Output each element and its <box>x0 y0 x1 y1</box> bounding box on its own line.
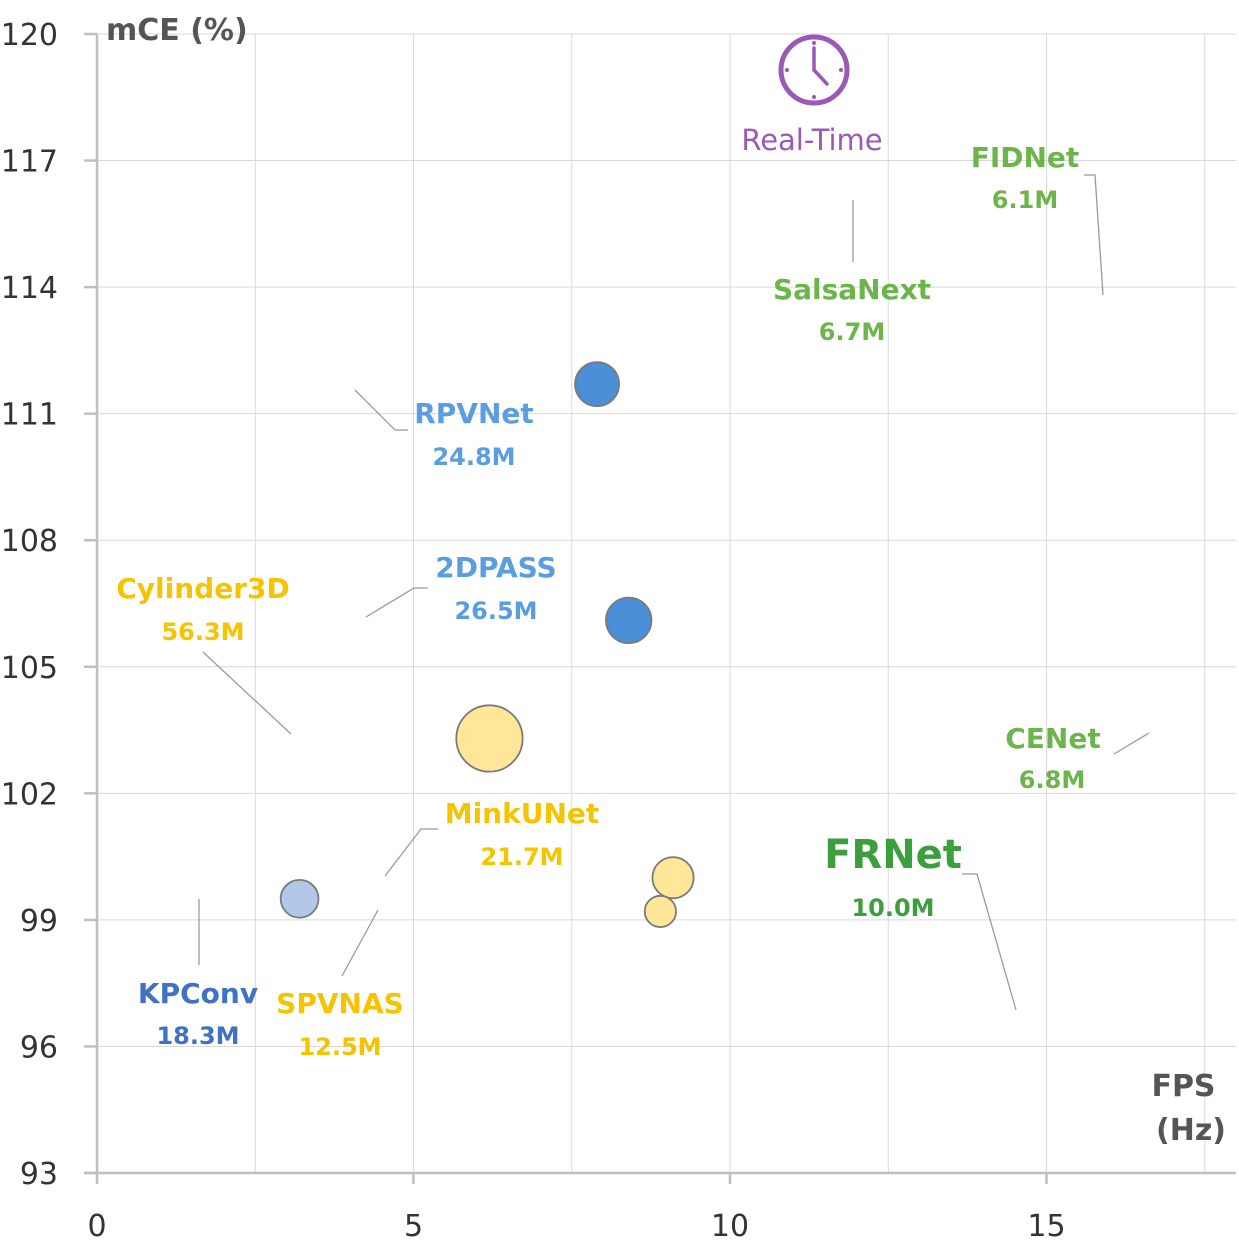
label-params-cylinder3d: 56.3M <box>161 618 244 646</box>
y-tick-label: 105 <box>1 651 58 686</box>
label-name-fidnet: FIDNet <box>971 141 1080 174</box>
data-bubbles <box>279 361 695 928</box>
label-params-2dpass: 26.5M <box>454 597 537 625</box>
label-params-salsanext: 6.7M <box>819 318 885 346</box>
clock-face <box>778 34 850 106</box>
label-params-kpconv: 18.3M <box>156 1022 239 1050</box>
bubble-minkunet <box>651 856 695 900</box>
label-params-spvnas: 12.5M <box>298 1033 381 1061</box>
leader-line-frnet <box>962 873 1017 1011</box>
label-name-cenet: CENet <box>1005 722 1100 755</box>
label-params-frnet: 10.0M <box>851 894 934 922</box>
grid-lines <box>97 33 1236 1173</box>
y-axis-title: mCE (%) <box>106 13 248 48</box>
y-tick-label: 111 <box>1 398 58 433</box>
clock-tick <box>812 41 816 45</box>
label-params-minkunet: 21.7M <box>480 843 563 871</box>
label-params-cenet: 6.8M <box>1019 766 1085 794</box>
x-tick-label: 0 <box>87 1209 106 1244</box>
label-params-rpvnet: 24.8M <box>432 443 515 471</box>
clock-tick <box>785 68 789 72</box>
data-labels: RPVNet 24.8M 2DPASS 26.5M KPConv 18.3M Cylinde… <box>116 141 1100 1061</box>
label-name-minkunet: MinkUNet <box>445 797 600 830</box>
bubble-spvnas <box>643 894 677 928</box>
label-name-cylinder3d: Cylinder3D <box>116 572 290 605</box>
clock-minute-hand <box>812 68 829 86</box>
x-tick-label: 10 <box>711 1209 749 1244</box>
leader-line-cylinder3d <box>202 651 292 735</box>
bubble-rpvnet <box>574 361 620 408</box>
bubble-kpconv <box>279 878 320 919</box>
y-tick-label: 117 <box>1 145 58 180</box>
clock-tick <box>812 95 816 99</box>
leader-line-cenet <box>1113 732 1150 755</box>
x-tick-label: 15 <box>1027 1209 1065 1244</box>
label-name-spvnas: SPVNAS <box>276 987 404 1020</box>
clock-icon <box>778 34 850 106</box>
x-axis-title: FPS (Hz) <box>1151 1069 1226 1148</box>
label-name-kpconv: KPConv <box>138 977 258 1010</box>
y-tick-label: 108 <box>1 524 58 559</box>
x-axis-title-line-1: FPS <box>1151 1069 1215 1104</box>
y-tick-label: 120 <box>1 18 58 53</box>
bubble-cylinder3d <box>455 704 524 773</box>
clock-tick <box>839 68 843 72</box>
label-name-salsanext: SalsaNext <box>773 273 931 306</box>
label-name-rpvnet: RPVNet <box>414 397 534 430</box>
y-tick-label: 102 <box>1 777 58 812</box>
tick-labels: 9396991021051081111141171200510152025303… <box>1 18 1066 1244</box>
x-axis-title-line-2: (Hz) <box>1156 1113 1226 1148</box>
leader-line-2dpass <box>365 587 428 618</box>
y-tick-label: 114 <box>1 271 58 306</box>
leader-line-rpvnet <box>354 389 408 431</box>
y-tick-label: 93 <box>20 1157 58 1192</box>
y-tick-label: 96 <box>20 1030 58 1065</box>
label-name-2dpass: 2DPASS <box>435 551 556 584</box>
y-tick-label: 99 <box>20 904 58 939</box>
leader-line-fidnet <box>1084 174 1104 296</box>
x-tick-label: 5 <box>404 1209 423 1244</box>
real-time-label: Real-Time <box>741 123 882 157</box>
label-name-frnet: FRNet <box>824 832 962 878</box>
leader-line-spvnas <box>341 909 379 977</box>
axes <box>84 32 1236 1184</box>
leader-lines <box>198 174 1150 1011</box>
leader-line-minkunet <box>384 828 438 877</box>
label-params-fidnet: 6.1M <box>992 186 1058 214</box>
bubble-2dpass <box>605 596 653 645</box>
